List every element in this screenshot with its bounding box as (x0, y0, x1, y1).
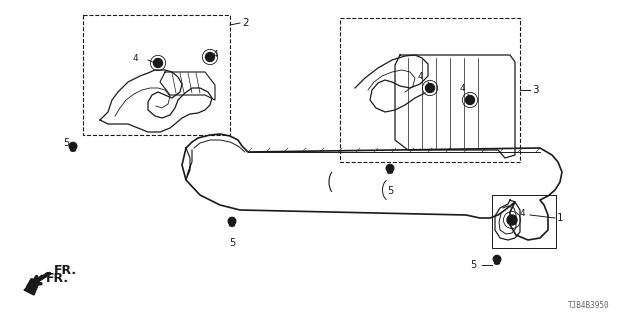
Text: 5: 5 (229, 238, 235, 248)
Polygon shape (24, 275, 42, 295)
Circle shape (493, 255, 501, 263)
Text: 1: 1 (557, 213, 564, 223)
Text: 4: 4 (520, 209, 525, 218)
Text: 4: 4 (212, 50, 218, 59)
Text: FR.: FR. (54, 263, 77, 276)
Circle shape (507, 215, 517, 225)
Ellipse shape (230, 224, 234, 226)
Text: TJB4B3950: TJB4B3950 (568, 301, 610, 310)
Circle shape (426, 84, 435, 92)
Text: 4: 4 (132, 53, 138, 62)
Circle shape (205, 52, 214, 61)
Text: 5: 5 (387, 186, 393, 196)
Text: 5: 5 (470, 260, 476, 270)
Text: 2: 2 (242, 18, 248, 28)
Circle shape (154, 59, 163, 68)
Circle shape (386, 164, 394, 172)
Text: 3: 3 (532, 85, 539, 95)
Text: 5: 5 (63, 138, 69, 148)
Text: FR.: FR. (46, 271, 69, 284)
Ellipse shape (70, 149, 76, 151)
Circle shape (465, 95, 474, 105)
Circle shape (69, 142, 77, 150)
Text: 4: 4 (417, 71, 423, 81)
Bar (83, 15, 230, 135)
Text: 4: 4 (459, 84, 465, 92)
Ellipse shape (387, 171, 392, 173)
Bar (340, 18, 520, 162)
Circle shape (228, 217, 236, 225)
Ellipse shape (495, 262, 499, 264)
